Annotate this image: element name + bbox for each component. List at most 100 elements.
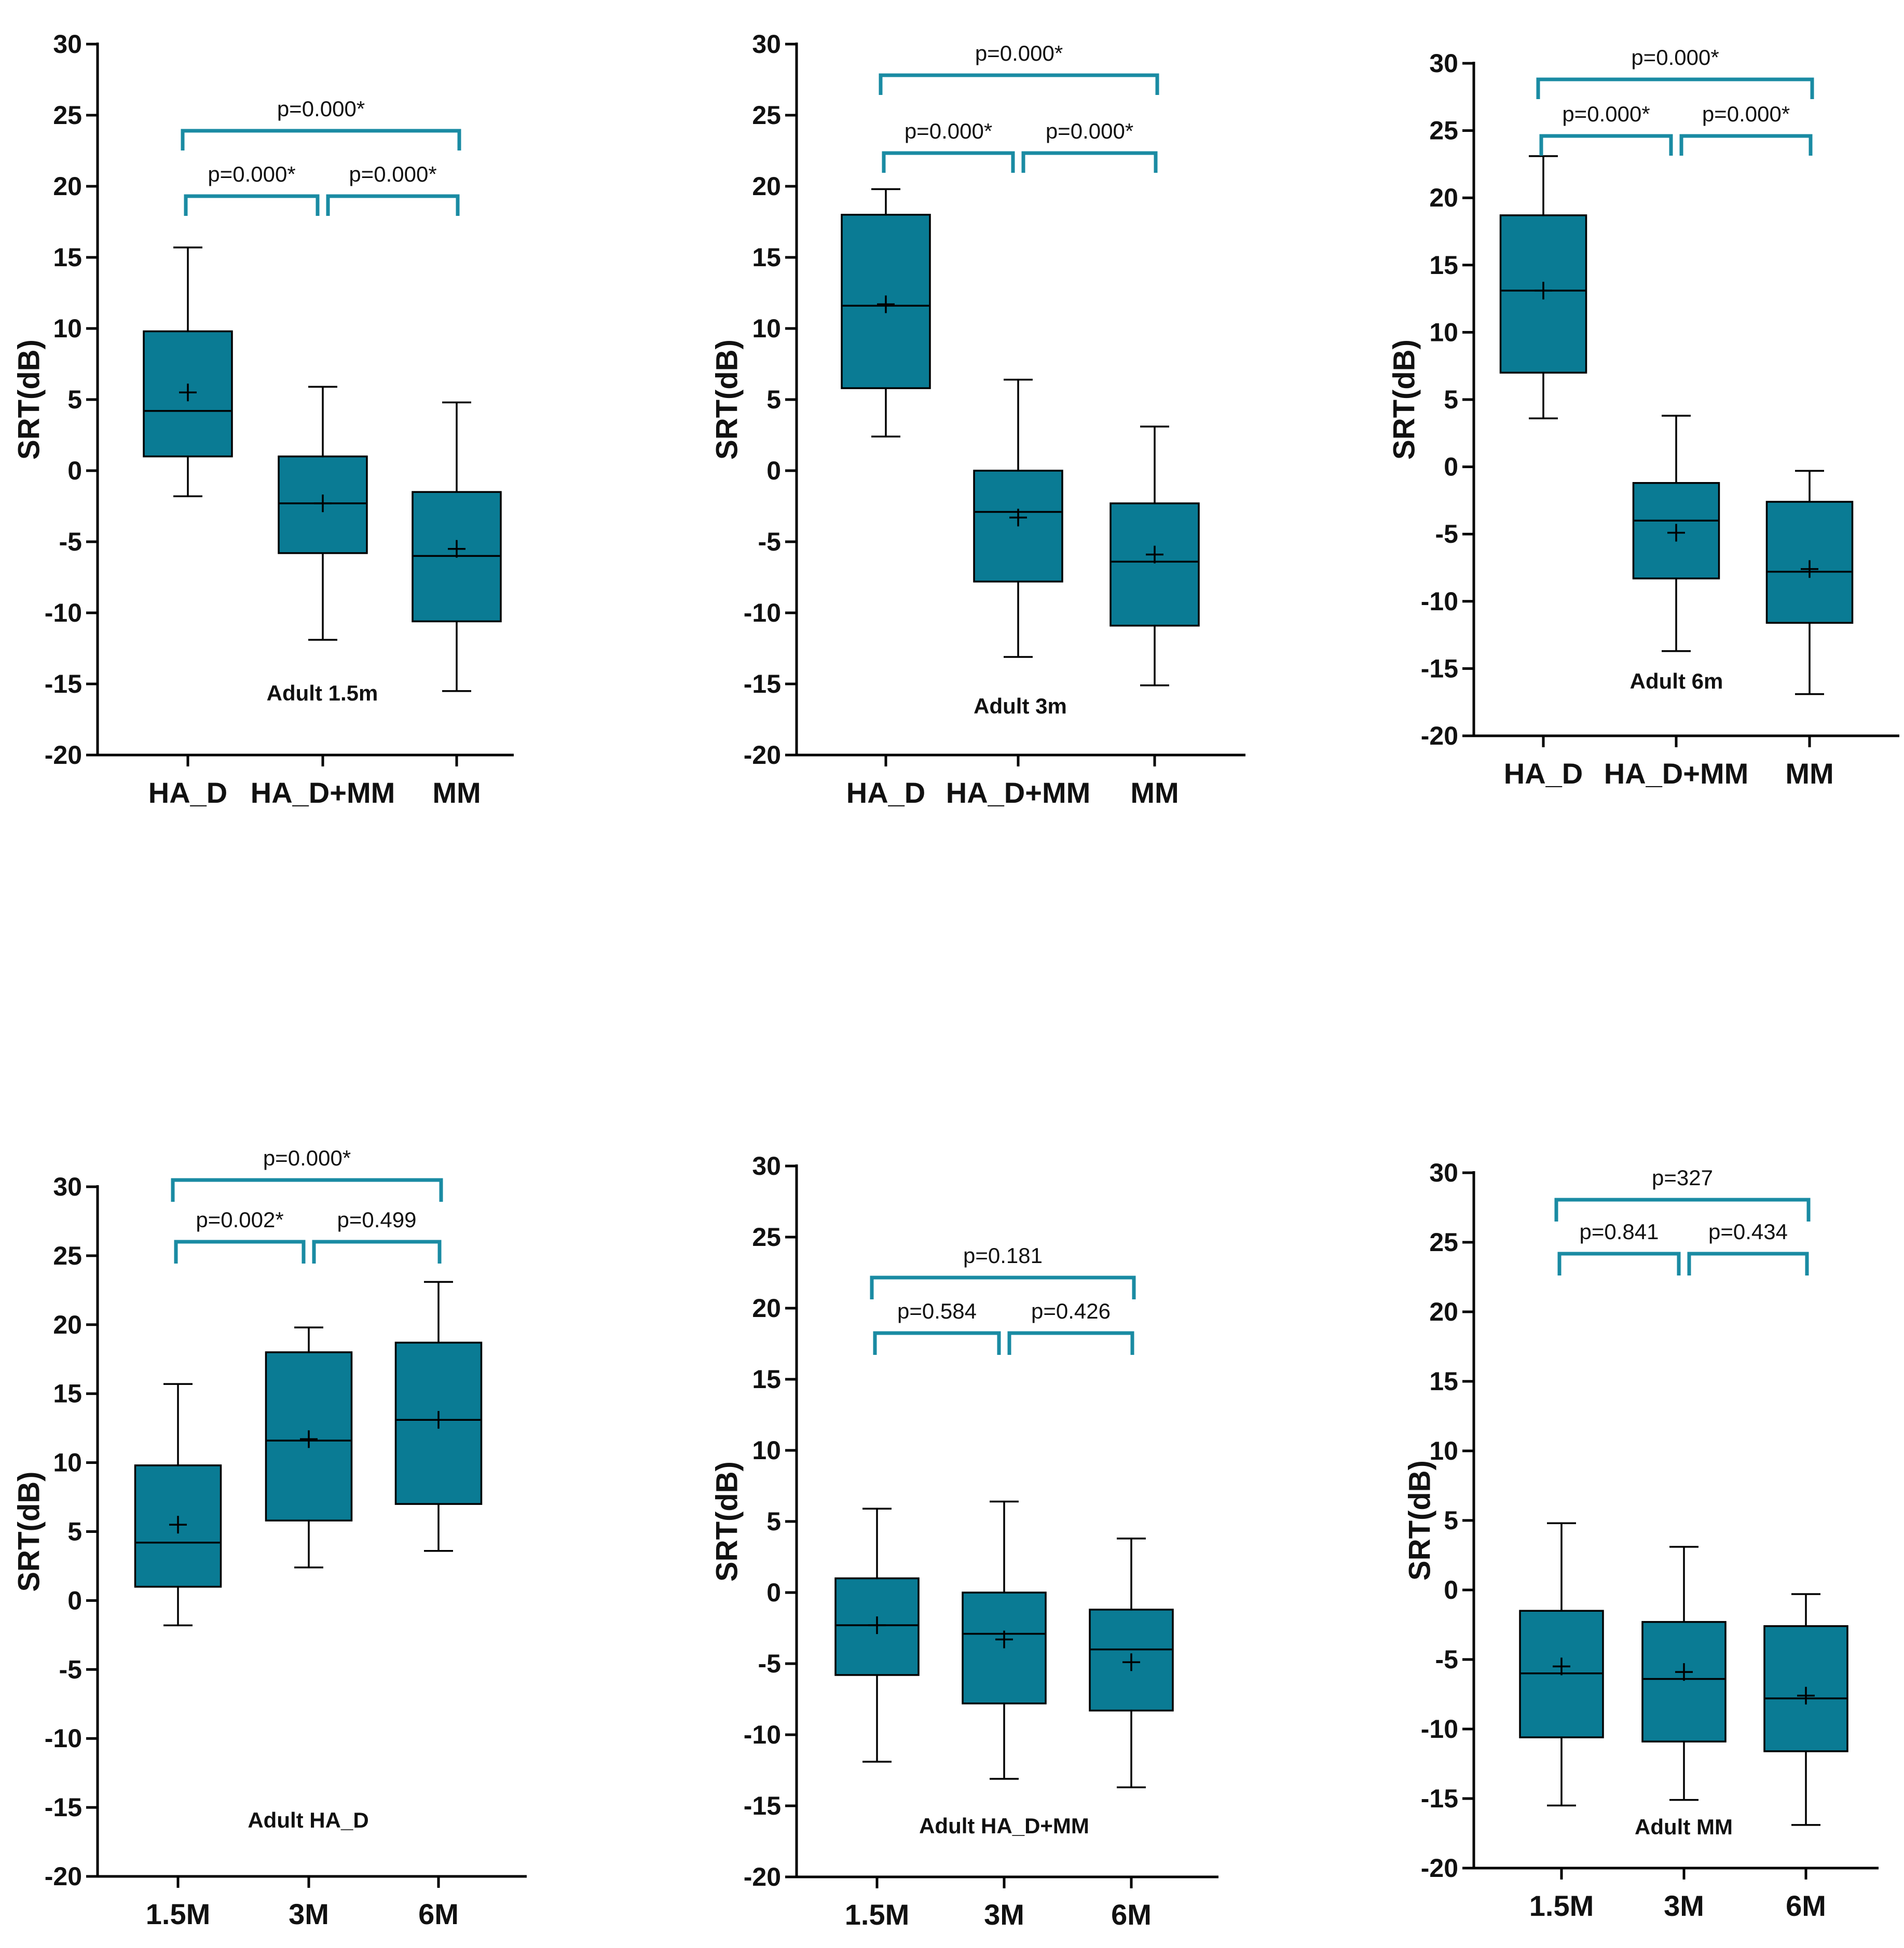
y-tick-label: 15 (752, 243, 781, 272)
y-tick-label: 0 (766, 1578, 781, 1607)
panel-title: Adult HA_D (248, 1808, 368, 1832)
y-tick-label: -15 (1421, 1784, 1458, 1813)
y-tick-label: 20 (752, 1294, 781, 1323)
y-tick-label: 20 (1429, 183, 1458, 212)
x-category-label: 1.5M (1529, 1889, 1594, 1922)
y-tick-label: -15 (45, 1793, 82, 1822)
significance-bracket (171, 1178, 443, 1202)
p-value-label: p=327 (1652, 1165, 1713, 1190)
chart-panel-2: 30 25 20 15 10 5 0 -5 -10 -15 -20 HA_D HA_D+MM MM SRT(… (710, 30, 1245, 809)
y-tick-label: 0 (1444, 1575, 1458, 1604)
y-tick-label: 25 (53, 101, 82, 130)
y-tick-label: 10 (53, 314, 82, 343)
p-value-label: p=0.000* (1046, 119, 1133, 143)
panel-title: Adult 1.5m (267, 681, 378, 705)
y-tick-label: 25 (752, 1223, 781, 1252)
p-value-label: p=0.000* (263, 1146, 351, 1170)
y-tick-label: -20 (45, 1862, 82, 1891)
y-tick-label: -20 (744, 740, 781, 770)
p-value-label: p=0.841 (1580, 1219, 1659, 1244)
y-axis-title: SRT(dB) (710, 1461, 744, 1582)
x-category-label: MM (1130, 776, 1179, 809)
y-tick-label: 5 (1444, 1506, 1458, 1535)
p-value-label: p=0.000* (349, 162, 436, 186)
y-tick-label: -20 (1421, 721, 1458, 750)
significance-bracket (174, 1240, 306, 1264)
y-tick-label: 0 (766, 456, 781, 485)
y-tick-label: -10 (744, 598, 781, 627)
p-value-label: p=0.426 (1031, 1299, 1111, 1323)
y-tick-label: -10 (45, 1724, 82, 1753)
y-tick-label: 25 (1429, 116, 1458, 145)
y-tick-label: 25 (752, 101, 781, 130)
p-value-label: p=0.434 (1708, 1219, 1788, 1244)
y-tick-label: 30 (53, 30, 82, 59)
y-tick-label: -15 (45, 669, 82, 698)
p-value-label: p=0.181 (963, 1243, 1043, 1268)
p-value-label: p=0.499 (337, 1208, 417, 1232)
significance-bracket (879, 73, 1159, 95)
y-tick-label: 5 (1444, 385, 1458, 414)
y-axis-title: SRT(dB) (710, 339, 744, 460)
y-tick-label: 10 (53, 1448, 82, 1477)
p-value-label: p=0.000* (1702, 102, 1790, 126)
x-category-label: 1.5M (146, 1898, 211, 1930)
y-tick-label: 20 (53, 1310, 82, 1339)
y-tick-label: 15 (53, 243, 82, 272)
y-tick-label: 5 (67, 385, 82, 414)
p-value-label: p=0.000* (975, 41, 1063, 65)
x-category-label: HA_D+MM (251, 776, 395, 809)
y-tick-label: 5 (67, 1517, 82, 1546)
chart-panel-1: 30 25 20 15 10 5 0 -5 -10 -15 -20 HA_D HA_D+MM MM SRT(… (12, 30, 514, 809)
y-tick-label: -20 (744, 1862, 781, 1891)
y-axis-title: SRT(dB) (1387, 339, 1421, 460)
p-value-label: p=0.000* (905, 119, 992, 143)
x-category-label: 3M (1664, 1889, 1704, 1922)
y-tick-label: 10 (752, 314, 781, 343)
y-tick-label: -15 (744, 1791, 781, 1820)
y-tick-label: 5 (766, 1507, 781, 1536)
x-category-label: 6M (1111, 1898, 1152, 1931)
p-value-label: p=0.584 (897, 1299, 977, 1323)
x-category-label: 3M (289, 1898, 329, 1930)
x-category-label: 3M (984, 1898, 1024, 1931)
significance-bracket (1021, 151, 1158, 173)
x-category-label: HA_D (846, 776, 925, 809)
significance-bracket (184, 194, 320, 216)
y-tick-label: 15 (1429, 251, 1458, 280)
y-tick-label: 30 (1429, 1158, 1458, 1187)
chart-panel-4: 30 25 20 15 10 5 0 -5 -10 -15 -20 1.5M 3M 6M SRT(dB) p=… (12, 1146, 527, 1930)
p-value-label: p=0.000* (1631, 45, 1719, 70)
y-tick-label: -20 (1421, 1854, 1458, 1883)
y-axis-title: SRT(dB) (12, 1472, 46, 1592)
y-tick-label: -10 (45, 598, 82, 627)
y-tick-label: 10 (1429, 1436, 1458, 1465)
y-tick-label: 30 (1429, 49, 1458, 78)
significance-bracket (1679, 134, 1813, 156)
y-tick-label: 0 (67, 1586, 82, 1615)
y-tick-label: -5 (758, 1649, 781, 1678)
x-category-label: HA_D+MM (946, 776, 1090, 809)
significance-bracket (312, 1240, 442, 1264)
y-tick-label: 5 (766, 385, 781, 414)
significance-bracket (1554, 1198, 1811, 1222)
y-tick-label: -5 (59, 1655, 82, 1684)
y-tick-label: 10 (752, 1436, 781, 1465)
y-tick-label: -5 (1435, 1645, 1458, 1674)
x-category-label: HA_D+MM (1604, 757, 1748, 790)
x-category-label: HA_D (148, 776, 227, 809)
y-tick-label: 20 (1429, 1297, 1458, 1326)
y-tick-label: 15 (1429, 1367, 1458, 1396)
y-tick-label: 25 (53, 1241, 82, 1270)
x-category-label: MM (1785, 757, 1833, 790)
y-axis-title: SRT(dB) (1403, 1460, 1436, 1581)
p-value-label: p=0.000* (208, 162, 295, 186)
box-iqr (1109, 502, 1200, 627)
y-tick-label: -20 (45, 740, 82, 770)
y-tick-label: -15 (1421, 654, 1458, 683)
y-tick-label: -15 (744, 669, 781, 698)
panel-title: Adult 6m (1630, 669, 1723, 693)
chart-panel-3: 30 25 20 15 10 5 0 -5 -10 -15 -20 HA_D HA_D+MM MM SRT(… (1387, 45, 1899, 790)
y-tick-label: -5 (1435, 519, 1458, 548)
significance-bracket (181, 129, 461, 150)
